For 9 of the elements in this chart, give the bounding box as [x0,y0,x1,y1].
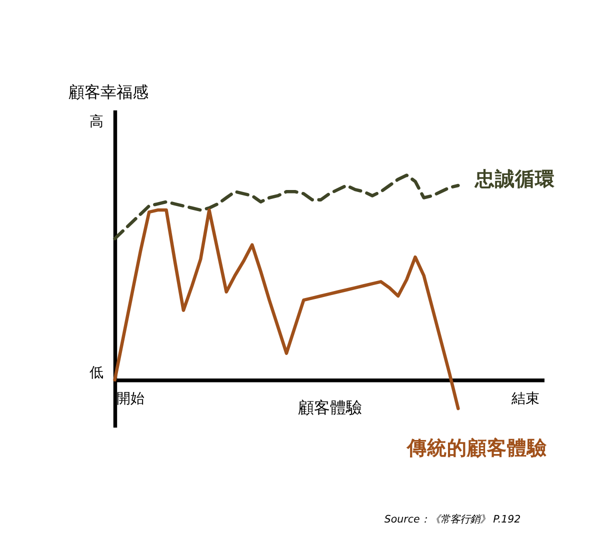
text: 傳統的顧客體驗 [406,436,548,460]
x-axis-title: 顧客體驗 [298,398,362,418]
series-label: 忠誠循環 [474,167,556,190]
y-axis-title: 顧客幸福感 [68,82,149,102]
source-note: Source：《常客行銷》 P.192 [384,514,521,526]
text: 結束 [510,391,540,408]
annotation: 開始 [116,391,145,408]
text: 低 [90,365,104,382]
text: 高 [90,114,104,130]
